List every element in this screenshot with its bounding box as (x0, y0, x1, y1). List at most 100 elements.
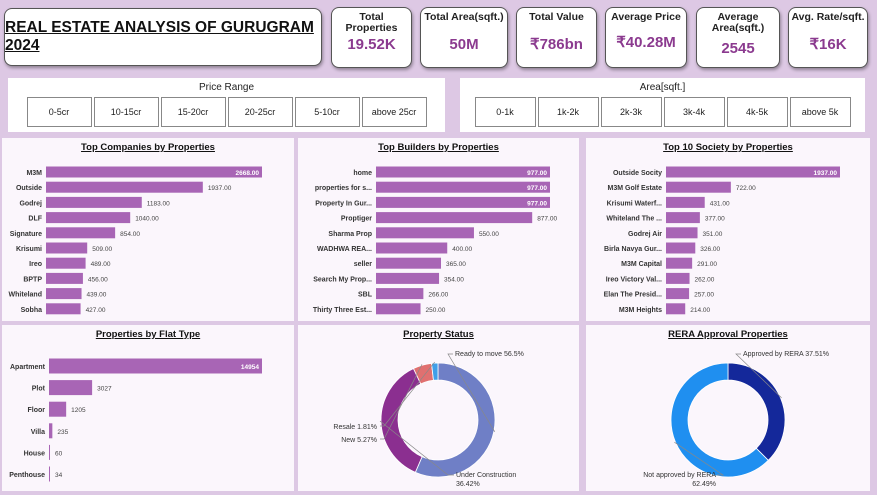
donut-slice[interactable] (727, 362, 786, 461)
bar[interactable] (666, 242, 696, 254)
slice-label: Approved by RERA 37.51% (743, 351, 829, 358)
bar[interactable] (666, 196, 705, 208)
value-label: 1937.00 (208, 185, 232, 192)
bar[interactable] (666, 181, 731, 193)
value-label: 354.00 (444, 276, 464, 283)
price-range-slicer: Price Range 0-5cr 10-15cr 15-20cr 20-25c… (8, 78, 445, 132)
value-label: 1937.00 (814, 170, 838, 177)
dashboard-title-box: REAL ESTATE ANALYSIS OF GURUGRAM 2024 (4, 8, 322, 66)
value-label: 489.00 (91, 261, 111, 268)
bar[interactable] (376, 181, 550, 193)
value-label: 1205 (71, 407, 86, 414)
price-option[interactable]: 15-20cr (160, 97, 226, 127)
kpi-value: 2545 (721, 40, 755, 57)
bar[interactable] (46, 272, 83, 284)
category-label: Penthouse (9, 472, 45, 479)
value-label: 854.00 (120, 231, 140, 238)
leader-line (447, 353, 496, 432)
builders-panel: Top Builders by Properties home 977.00 pro… (298, 138, 579, 321)
bar[interactable] (49, 423, 53, 439)
bar[interactable] (46, 257, 86, 269)
rera-title: RERA Approval Properties (668, 329, 788, 340)
category-label: Ireo (29, 261, 42, 268)
category-label: M3M (26, 170, 42, 177)
leader-line (379, 420, 454, 476)
bar[interactable] (376, 257, 442, 269)
value-label: 877.00 (537, 216, 557, 223)
kpi-total-properties: Total Properties 19.52K (331, 7, 412, 68)
value-label: 235 (57, 429, 68, 436)
value-label: 439.00 (87, 292, 107, 299)
bar[interactable] (49, 380, 93, 396)
price-option[interactable]: 10-15cr (93, 97, 159, 127)
value-label: 351.00 (703, 231, 723, 238)
bar[interactable] (46, 288, 82, 300)
bar[interactable] (376, 227, 474, 239)
category-label: BPTP (23, 276, 42, 283)
bar[interactable] (49, 466, 50, 482)
area-title: Area[sqft.] (639, 82, 686, 93)
leader-line (735, 353, 782, 399)
bar[interactable] (46, 196, 142, 208)
area-option[interactable]: above 5k (789, 97, 851, 127)
status-panel: Property Status Ready to move 56.5% Under… (298, 325, 579, 491)
value-label: 509.00 (92, 246, 112, 253)
slice-label: New 5.27% (341, 437, 377, 444)
bar[interactable] (46, 181, 203, 193)
bar[interactable] (49, 401, 67, 417)
rera-panel: RERA Approval Properties Approved by RER… (586, 325, 870, 491)
donut-slice[interactable] (670, 362, 769, 478)
companies-panel: Top Companies by Properties M3M 2668.00 Ou… (2, 138, 294, 321)
bar[interactable] (376, 303, 421, 315)
area-option[interactable]: 4k-5k (726, 97, 788, 127)
price-option[interactable]: 0-5cr (26, 97, 92, 127)
slice-label: 62.49% (692, 481, 716, 488)
kpi-label: Total Properties (345, 11, 398, 34)
bar[interactable] (376, 196, 550, 208)
bar[interactable] (46, 242, 88, 254)
bar[interactable] (49, 444, 50, 460)
kpi-label: Avg. Rate/sqft. (791, 11, 865, 23)
donut-slice[interactable] (414, 362, 496, 478)
value-label: 400.00 (452, 246, 472, 253)
area-option[interactable]: 1k-2k (537, 97, 599, 127)
price-option[interactable]: 5-10cr (294, 97, 360, 127)
kpi-value: ₹40.28M (616, 34, 676, 51)
bar[interactable] (46, 303, 81, 315)
value-label: 550.00 (479, 231, 499, 238)
category-label: home (353, 170, 372, 177)
bar[interactable] (666, 227, 698, 239)
bar[interactable] (49, 358, 262, 374)
bar[interactable] (376, 288, 424, 300)
bar[interactable] (376, 242, 448, 254)
bar[interactable] (46, 166, 262, 178)
bar[interactable] (666, 166, 840, 178)
bar[interactable] (46, 227, 116, 239)
value-label: 214.00 (690, 307, 710, 314)
bar[interactable] (46, 212, 131, 224)
kpi-total-value: Total Value ₹786bn (516, 7, 597, 68)
area-option[interactable]: 3k-4k (663, 97, 725, 127)
bar[interactable] (376, 212, 533, 224)
bar[interactable] (666, 257, 693, 269)
bar[interactable] (376, 166, 550, 178)
flat-type-panel: Properties by Flat Type Apartment 14954 Pl… (2, 325, 294, 491)
companies-title: Top Companies by Properties (81, 142, 215, 153)
society-title: Top 10 Society by Properties (663, 142, 793, 153)
kpi-value: 50M (449, 36, 479, 53)
value-label: 326.00 (700, 246, 720, 253)
value-label: 266.00 (428, 292, 448, 299)
category-label: SBL (358, 292, 373, 299)
price-option[interactable]: 20-25cr (227, 97, 293, 127)
price-option[interactable]: above 25cr (361, 97, 427, 127)
area-option[interactable]: 0-1k (474, 97, 536, 127)
bar[interactable] (666, 288, 690, 300)
bar[interactable] (666, 303, 686, 315)
bar[interactable] (666, 272, 690, 284)
area-option[interactable]: 2k-3k (600, 97, 662, 127)
bar[interactable] (666, 212, 700, 224)
society-bar-chart: Outside Socity 1937.00 M3M Golf Estate 722.… (604, 166, 840, 315)
bar[interactable] (376, 272, 440, 284)
kpi-label: Average Area(sqft.) (711, 11, 765, 34)
donut-slice[interactable] (380, 368, 423, 473)
